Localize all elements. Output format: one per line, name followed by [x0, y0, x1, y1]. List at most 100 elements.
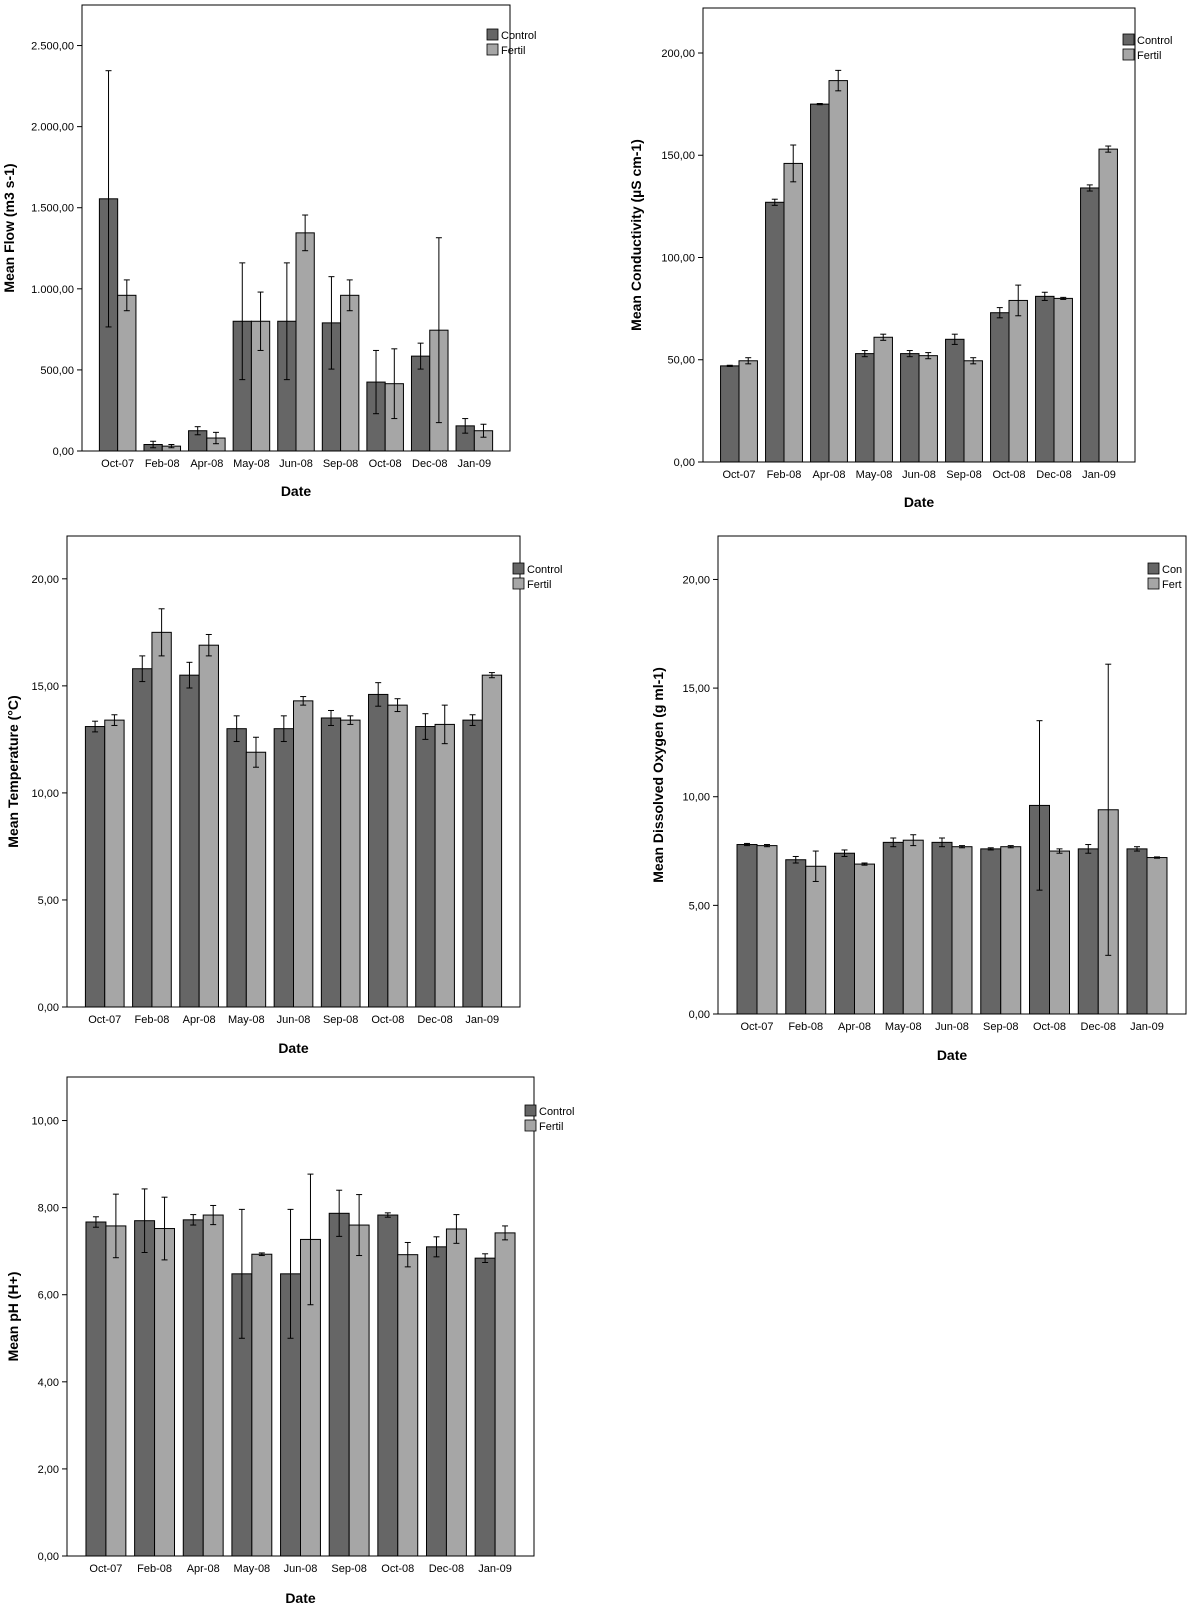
legend-swatch-fertil	[524, 1119, 537, 1132]
bar-control-jun-08	[931, 841, 953, 1015]
chart-panel-oxygen: 0,00 5,00 10,00 15,00 20,00 Oct-07 Feb-08 Apr-0…	[650, 535, 1187, 1063]
x-tick-label: Jun-08	[284, 1563, 318, 1575]
legend-label-fertil: Fert	[1162, 579, 1182, 591]
bar-control-feb-08	[765, 201, 785, 463]
x-tick-label: Apr-08	[812, 469, 845, 481]
bar-fertil-apr-08	[828, 80, 848, 463]
y-tick-label: 500,00	[40, 365, 74, 377]
y-tick-label: 5,00	[38, 895, 59, 907]
bar-control-jun-08	[900, 353, 920, 463]
legend-label-control: Con	[1162, 564, 1182, 576]
chart-panel-conductivity: 0,00 50,00 100,00 150,00 200,00 Oct-07 Feb-08 A…	[628, 7, 1172, 510]
x-axis-label: Date	[278, 1040, 309, 1056]
x-tick-label: Dec-08	[417, 1014, 452, 1026]
x-tick-label: Oct-07	[88, 1014, 121, 1026]
bar-control-oct-07	[720, 365, 740, 463]
x-tick-label: Sep-08	[983, 1021, 1018, 1033]
bar-control-may-08	[882, 841, 904, 1015]
legend-swatch-control	[486, 28, 499, 41]
legend-label-control: Control	[527, 564, 562, 576]
x-tick-label: Oct-08	[992, 469, 1025, 481]
x-tick-label: Oct-07	[89, 1563, 122, 1575]
x-tick-label: Dec-08	[1036, 469, 1071, 481]
y-tick-label: 5,00	[689, 900, 710, 912]
x-tick-label: Jan-09	[1130, 1021, 1164, 1033]
bar-fertil-oct-07	[756, 845, 778, 1015]
y-tick-label: 1.500,00	[31, 203, 74, 215]
bar-fertil-apr-08	[854, 863, 875, 1015]
bar-fertil-oct-08	[397, 1254, 419, 1557]
x-tick-label: May-08	[856, 469, 893, 481]
bar-fertil-sep-08	[1000, 846, 1022, 1015]
y-tick-label: 0,00	[53, 446, 74, 458]
bar-fertil-oct-07	[117, 294, 137, 452]
bar-fertil-dec-08	[1053, 297, 1073, 463]
bar-fertil-jan-09	[1146, 857, 1168, 1015]
y-tick-label: 2.000,00	[31, 122, 74, 134]
legend-swatch-fertil	[1122, 48, 1135, 61]
bar-control-jan-09	[1126, 848, 1148, 1015]
y-axis-label: Mean Dissolved Oxygen (g ml-1)	[650, 667, 666, 883]
bar-fertil-may-08	[251, 1253, 273, 1557]
x-tick-label: Feb-08	[135, 1014, 170, 1026]
x-tick-label: Oct-07	[101, 458, 134, 470]
x-axis-label: Date	[281, 483, 312, 499]
y-tick-label: 100,00	[661, 252, 695, 264]
bar-fertil-apr-08	[198, 644, 219, 1008]
bar-control-sep-08	[945, 338, 965, 463]
bar-control-feb-08	[132, 668, 153, 1008]
y-tick-label: 200,00	[661, 48, 695, 60]
bar-fertil-sep-08	[348, 1224, 370, 1557]
bar-control-apr-08	[179, 674, 200, 1008]
bar-control-jun-08	[273, 728, 295, 1008]
y-tick-label: 0,00	[674, 457, 695, 469]
chart-panel-ph: 0,00 2,00 4,00 6,00 8,00 10,00 Oct-07 Feb-08 Apr…	[5, 1076, 574, 1606]
x-axis-label: Date	[937, 1047, 968, 1063]
bar-control-oct-07	[84, 726, 106, 1008]
y-tick-label: 10,00	[682, 792, 710, 804]
bar-control-oct-08	[377, 1214, 399, 1557]
bar-fertil-jun-08	[951, 846, 973, 1015]
x-tick-label: Jun-08	[279, 458, 313, 470]
x-tick-label: Jun-08	[277, 1014, 311, 1026]
legend-swatch-control	[1147, 562, 1160, 575]
bar-fertil-oct-08	[1008, 299, 1028, 463]
bar-fertil-jan-09	[481, 674, 503, 1008]
x-tick-label: Oct-08	[369, 458, 402, 470]
y-tick-label: 2,00	[38, 1464, 59, 1476]
x-axis-label: Date	[904, 494, 935, 510]
legend-label-control: Control	[501, 30, 536, 42]
bar-control-dec-08	[410, 355, 431, 452]
x-tick-label: Dec-08	[412, 458, 447, 470]
y-tick-label: 0,00	[689, 1009, 710, 1021]
legend-swatch-fertil	[486, 43, 499, 56]
bar-control-apr-08	[182, 1219, 204, 1557]
bar-control-dec-08	[1077, 848, 1099, 1015]
legend-swatch-control	[1122, 33, 1135, 46]
bar-fertil-may-08	[873, 336, 893, 463]
x-tick-label: Sep-08	[946, 469, 981, 481]
bar-control-dec-08	[1035, 295, 1055, 463]
x-tick-label: Apr-08	[838, 1021, 871, 1033]
bar-control-dec-08	[425, 1246, 447, 1557]
y-tick-label: 1.000,00	[31, 284, 74, 296]
legend-label-fertil: Fertil	[1137, 50, 1161, 62]
y-tick-label: 20,00	[682, 574, 710, 586]
x-tick-label: Oct-08	[1033, 1021, 1066, 1033]
bar-control-oct-07	[85, 1221, 107, 1557]
x-tick-label: Feb-08	[145, 458, 180, 470]
bar-fertil-oct-08	[387, 704, 408, 1008]
bar-control-feb-08	[134, 1220, 156, 1557]
bar-fertil-sep-08	[340, 719, 361, 1008]
bar-control-oct-08	[990, 312, 1010, 463]
bar-control-dec-08	[415, 726, 436, 1008]
x-tick-label: Sep-08	[323, 1014, 358, 1026]
y-axis-label: Mean pH (H+)	[5, 1272, 21, 1362]
y-tick-label: 4,00	[38, 1377, 59, 1389]
legend-swatch-control	[524, 1104, 537, 1117]
bar-control-jan-09	[462, 719, 483, 1008]
y-tick-label: 0,00	[38, 1002, 59, 1014]
bar-fertil-oct-07	[105, 1225, 127, 1557]
bar-fertil-oct-07	[738, 360, 758, 463]
x-tick-label: Dec-08	[429, 1563, 464, 1575]
